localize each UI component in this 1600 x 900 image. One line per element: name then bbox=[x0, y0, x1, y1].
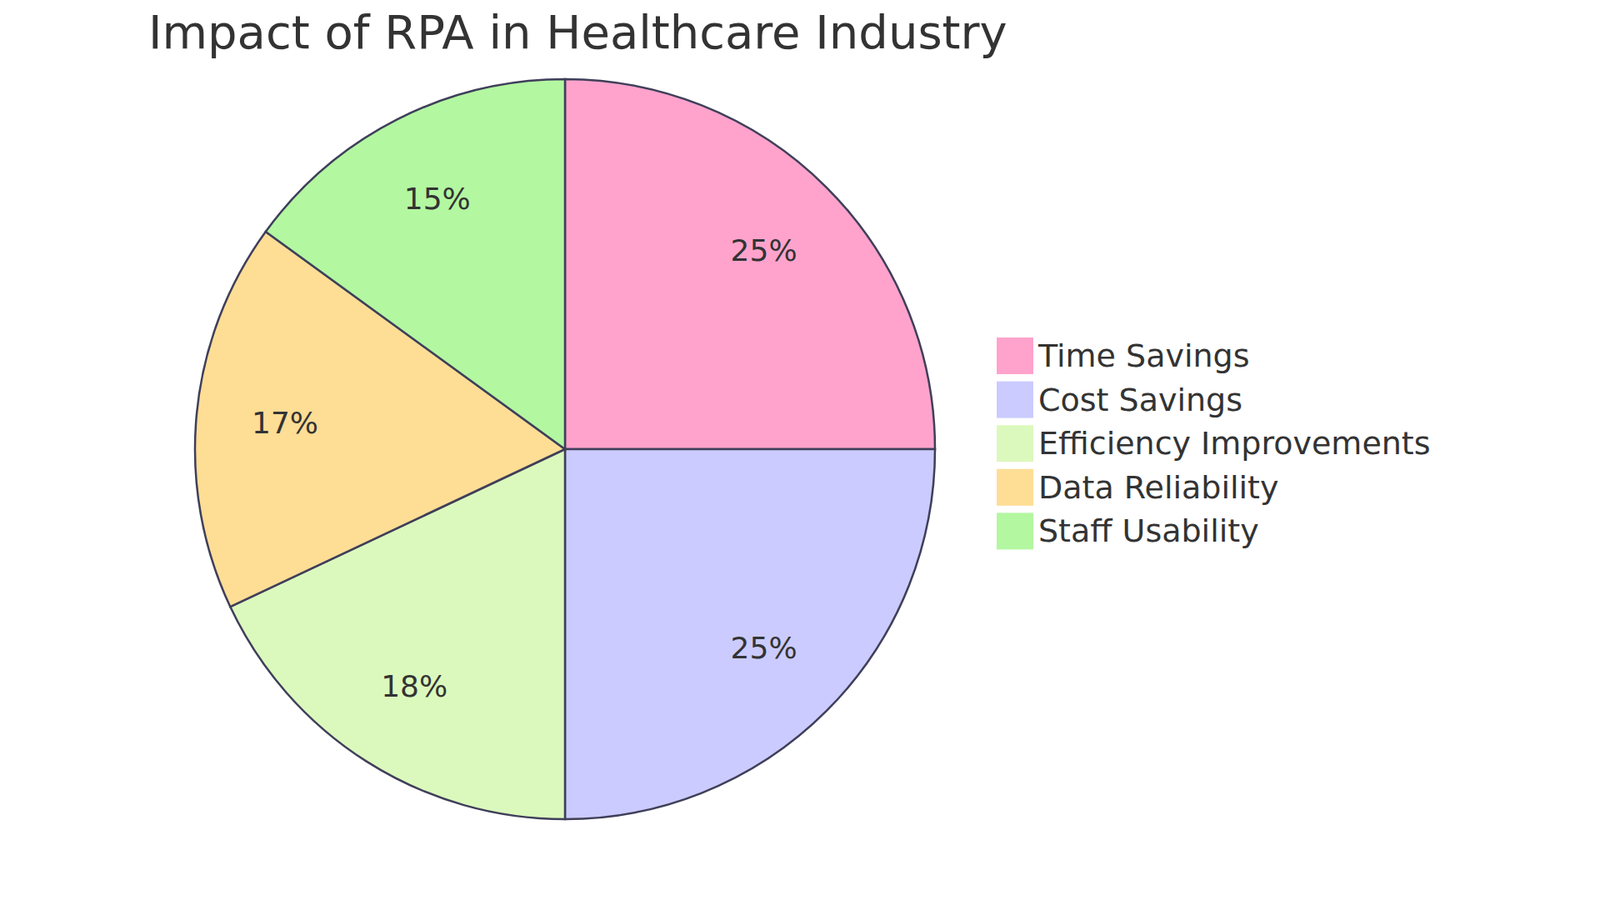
legend-label: Time Savings bbox=[1037, 337, 1250, 375]
chart: Impact of RPA in Healthcare Industry25%2… bbox=[0, 0, 1600, 900]
legend-label: Efficiency Improvements bbox=[1038, 425, 1431, 462]
data-label: 17% bbox=[251, 405, 319, 440]
legend-swatch bbox=[996, 425, 1034, 462]
legend-item: Time Savings bbox=[996, 337, 1250, 375]
pie bbox=[195, 79, 935, 820]
pie-slice bbox=[565, 449, 935, 820]
legend-swatch bbox=[996, 512, 1034, 550]
legend-item: Data Reliability bbox=[996, 469, 1279, 506]
data-labels: 25% 25% 18% 17% 15% bbox=[251, 181, 798, 705]
legend-label: Cost Savings bbox=[1038, 381, 1243, 419]
legend-swatch bbox=[996, 381, 1034, 419]
legend-item: Efficiency Improvements bbox=[996, 425, 1431, 462]
data-label: 25% bbox=[730, 233, 798, 268]
legend-label: Staff Usability bbox=[1038, 512, 1260, 550]
legend: Time Savings Cost Savings Efficiency Impro… bbox=[996, 337, 1431, 550]
legend-label: Data Reliability bbox=[1038, 469, 1279, 506]
pie-slice bbox=[565, 79, 935, 450]
legend-item: Staff Usability bbox=[996, 512, 1260, 550]
data-label: 25% bbox=[730, 630, 798, 665]
legend-item: Cost Savings bbox=[996, 381, 1243, 419]
data-label: 18% bbox=[380, 669, 448, 704]
data-label: 15% bbox=[404, 181, 471, 216]
pie-slice bbox=[265, 79, 565, 450]
legend-swatch bbox=[996, 337, 1034, 375]
title: Impact of RPA in Healthcare Industry bbox=[148, 5, 1008, 60]
legend-swatch bbox=[996, 469, 1034, 506]
